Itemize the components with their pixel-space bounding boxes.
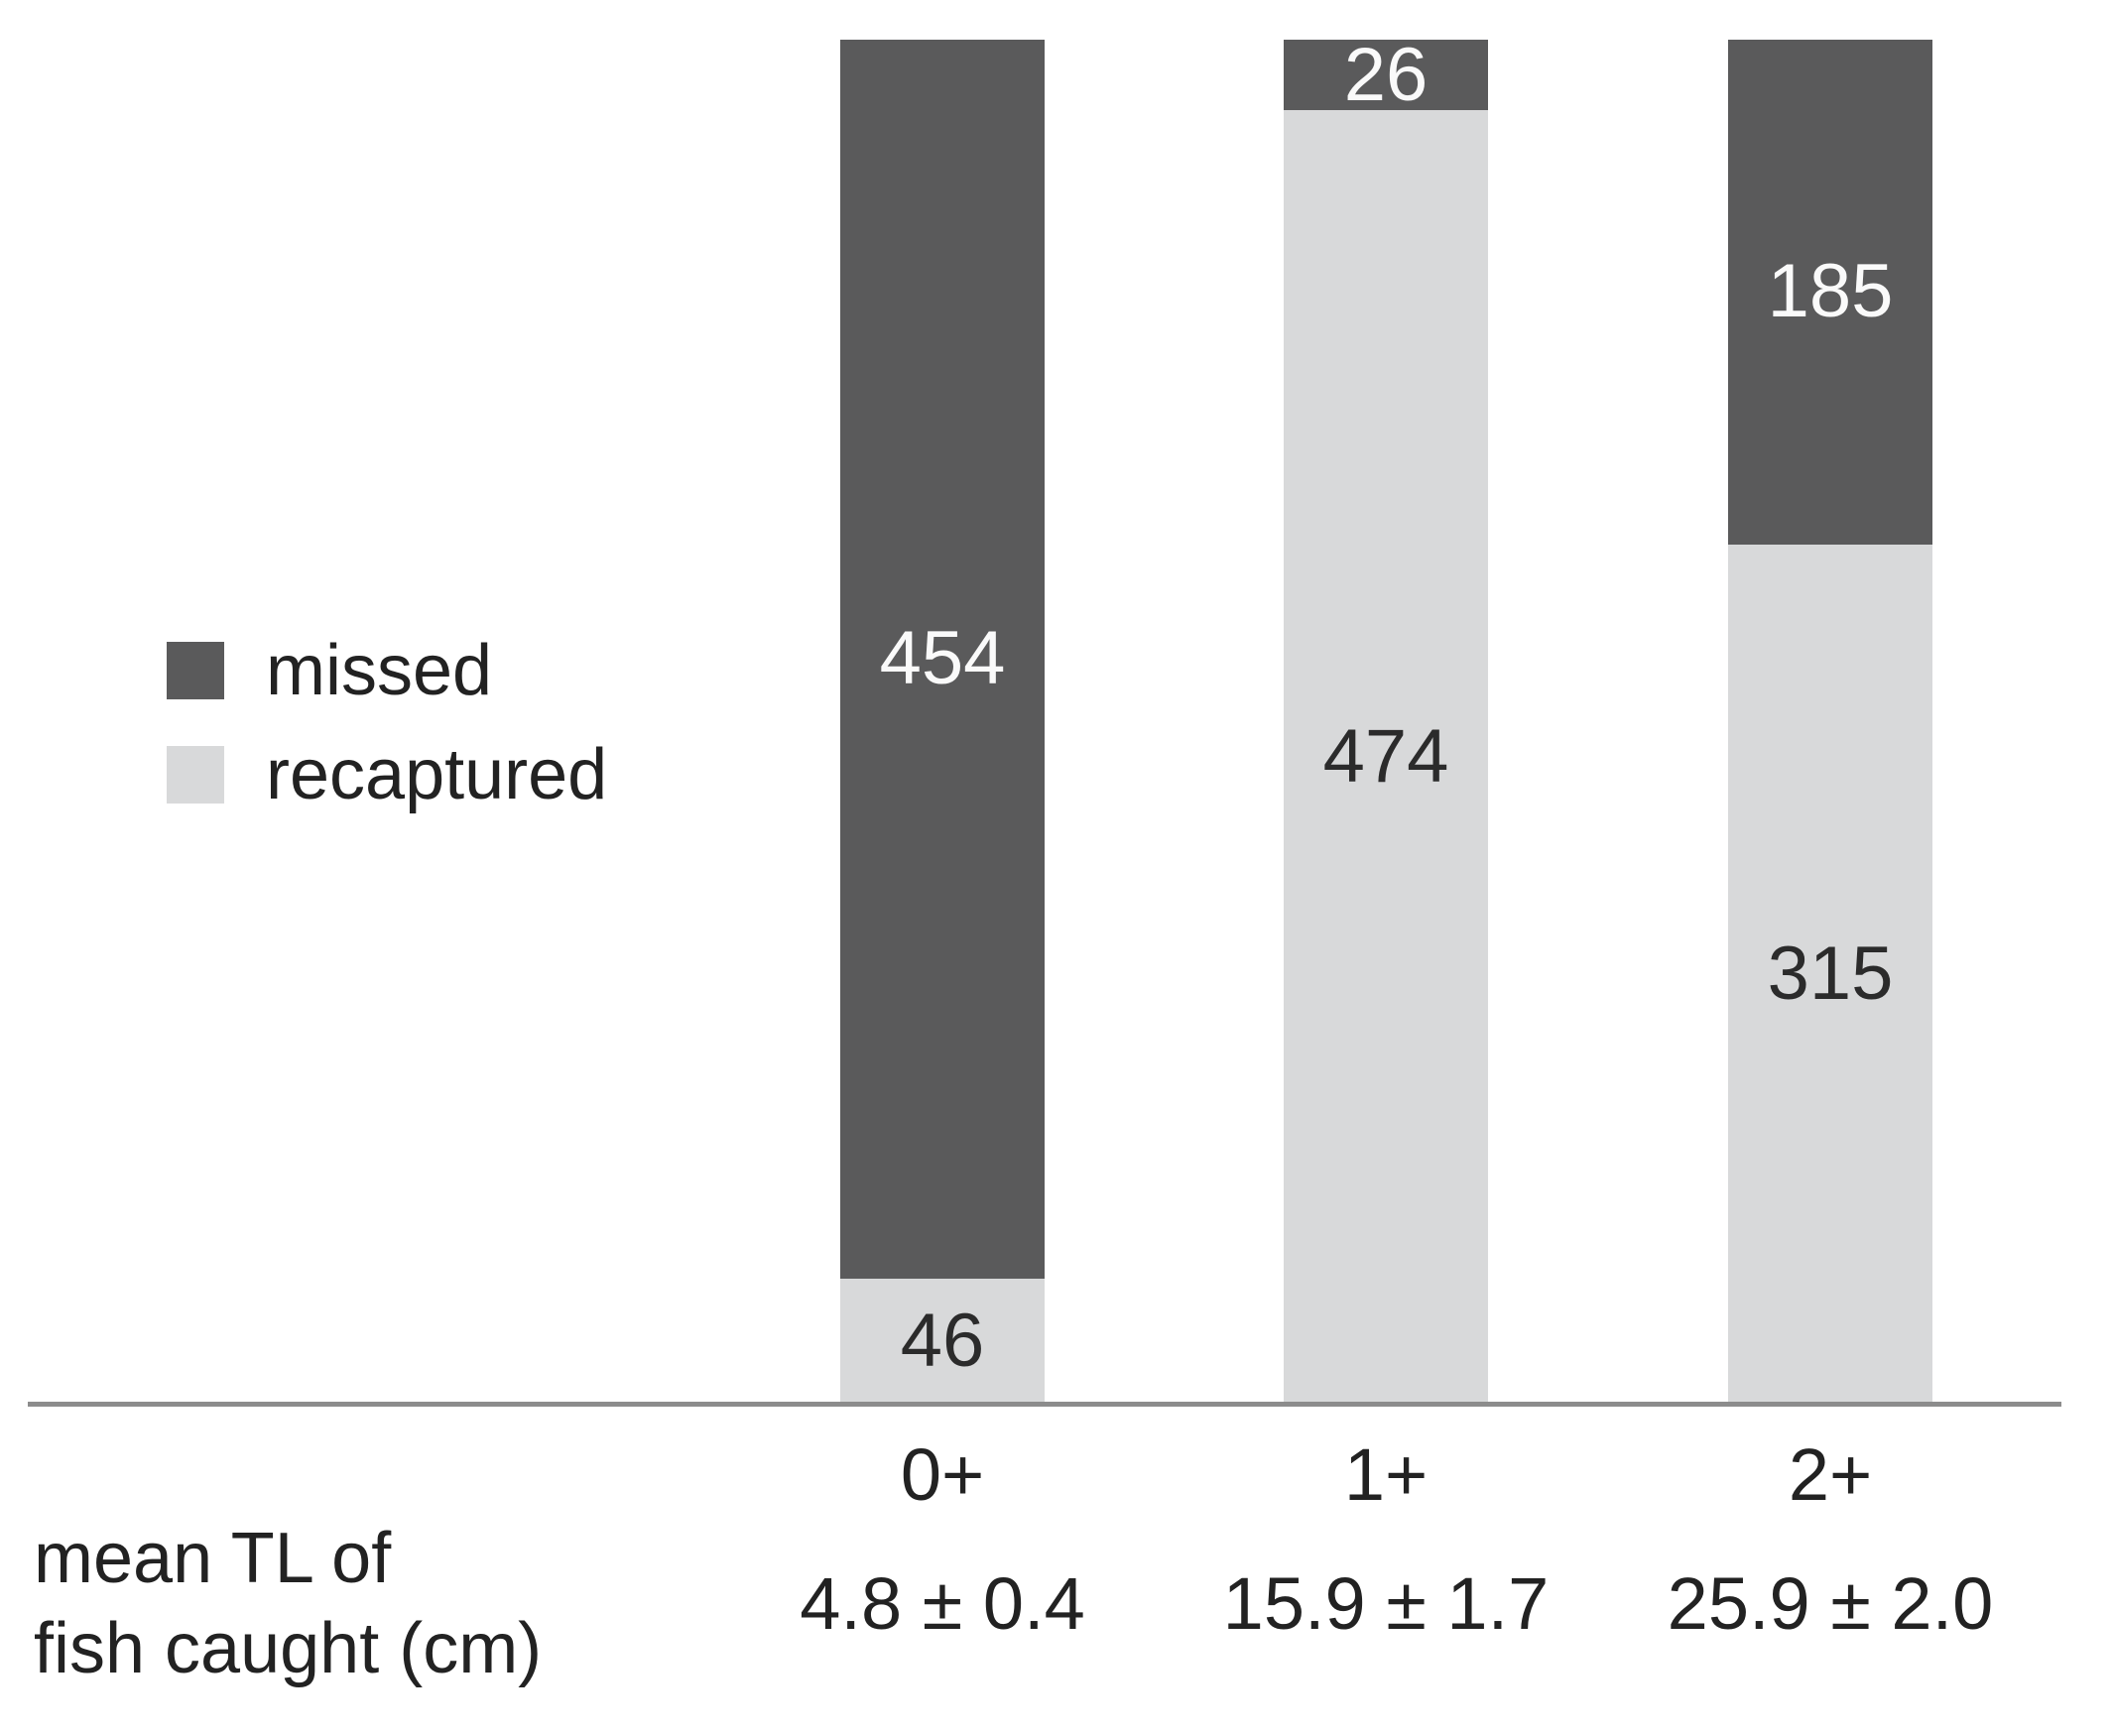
bar-segment-recaptured: 315 [1728,544,1932,1404]
legend-item-missed: missed [167,635,607,706]
x-tick-label: 2+ [1788,1433,1873,1516]
bar-segment-missed: 454 [840,40,1045,1279]
bar-column-0-plus: 454 46 [840,40,1045,1404]
annotation-row-label-line1: mean TL of [34,1519,392,1598]
legend-swatch-recaptured-icon [167,746,224,804]
bar-annotation-mean-tl: 15.9 ± 1.7 [1222,1562,1550,1645]
bar-segment-recaptured: 474 [1284,110,1488,1404]
segment-value-label: 46 [900,1298,985,1383]
bar-segment-missed: 26 [1284,32,1488,117]
bar-column-1-plus: 26 474 [1284,32,1488,1404]
legend: missed recaptured [167,635,607,810]
segment-value-label: 454 [879,616,1006,701]
annotation-row-label-line2: fish caught (cm) [34,1608,543,1688]
x-axis-baseline [28,1402,2061,1407]
legend-label-recaptured: recaptured [266,735,608,814]
x-tick-label: 0+ [900,1433,985,1516]
bar-annotation-mean-tl: 25.9 ± 2.0 [1667,1562,1994,1645]
segment-value-label: 26 [1343,32,1429,117]
bar-column-2-plus: 185 315 [1728,40,1932,1404]
annotation-row-label: mean TL of fish caught (cm) [34,1514,542,1693]
legend-swatch-missed-icon [167,642,224,699]
bar-annotation-mean-tl: 4.8 ± 0.4 [800,1562,1085,1645]
x-tick-label: 1+ [1343,1433,1429,1516]
segment-value-label: 185 [1767,249,1894,334]
bar-segment-recaptured: 46 [840,1278,1045,1404]
legend-item-recaptured: recaptured [167,739,607,810]
segment-value-label: 315 [1767,930,1894,1016]
bar-segment-missed: 185 [1728,40,1932,545]
segment-value-label: 474 [1322,714,1449,800]
legend-label-missed: missed [266,631,493,710]
